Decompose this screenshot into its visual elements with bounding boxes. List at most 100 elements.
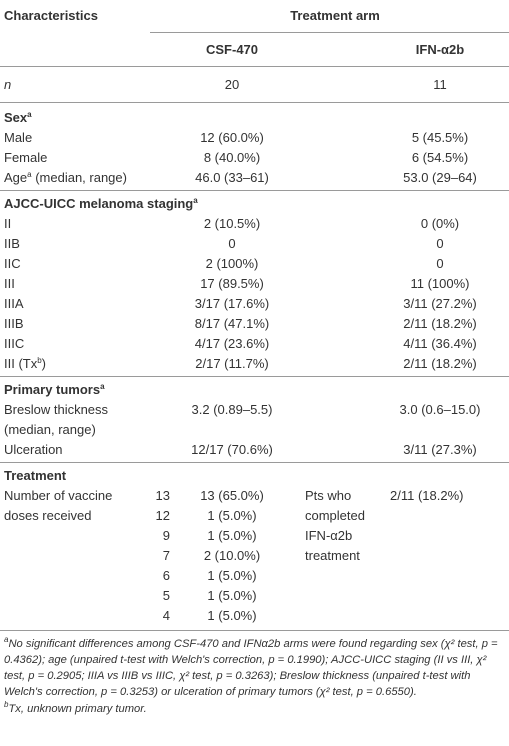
rule-line (0, 66, 509, 67)
cell-value: 2/11 (18.2%) (403, 316, 477, 331)
footnote-marker: a (4, 635, 9, 644)
cell-value: 1 (5.0%) (207, 568, 257, 583)
row-label: Breslow thickness (4, 400, 108, 420)
row-label: IIC (4, 254, 21, 274)
label-text: (median, range) (31, 170, 127, 185)
superscript: a (100, 382, 105, 391)
cell-value: 2/11 (18.2%) (390, 488, 464, 503)
cell-value: 12/17 (70.6%) (191, 442, 273, 457)
label-text: IIIB (4, 316, 24, 331)
cell-value: 4/17 (23.6%) (194, 336, 270, 351)
row-label: doses received (4, 508, 92, 523)
arm-header: IFN-α2b (415, 42, 465, 57)
superscript: b (37, 356, 42, 365)
label-text: Ulceration (4, 442, 63, 457)
dose-count: 9 (162, 528, 170, 543)
cell-value: 3/11 (27.3%) (403, 442, 477, 457)
cell-value: 0 (436, 236, 444, 251)
rule-line (150, 32, 509, 33)
row-label: completed (305, 508, 365, 523)
row-label: Number of vaccine (4, 488, 113, 503)
rule-line (0, 630, 509, 631)
label-text: II (4, 216, 12, 231)
rule-line (0, 102, 509, 103)
cell-value: 1 (5.0%) (207, 608, 257, 623)
cell-value: 2 (10.5%) (203, 216, 261, 231)
row-label: Female (4, 148, 47, 168)
row-label: IIIA (4, 294, 24, 314)
label-text: IIIA (4, 296, 24, 311)
row-label: IIB (4, 234, 20, 254)
column-header: Treatment arm (290, 8, 380, 23)
cell-value: 2 (10.0%) (203, 548, 261, 563)
label-text: Male (4, 130, 33, 145)
footnote-text: Tx, unknown primary tumor. (8, 703, 147, 715)
label-text: III (4, 276, 15, 291)
row-label: IIIB (4, 314, 24, 334)
footnote-marker: b (4, 700, 9, 709)
rule-line (0, 462, 509, 463)
cell-value: 1 (5.0%) (207, 588, 257, 603)
rule-line (0, 190, 509, 191)
row-label: IFN-α2b (305, 528, 353, 543)
cell-value: 20 (224, 77, 240, 92)
section-title: AJCC-UICC melanoma staginga (4, 194, 198, 214)
row-label: Ulceration (4, 440, 63, 460)
rule-line (0, 376, 509, 377)
dose-count: 4 (162, 608, 170, 623)
footnote-text: No significant differences among CSF-470… (4, 638, 498, 698)
cell-value: 0 (228, 236, 236, 251)
row-label: II (4, 214, 11, 234)
dose-count: 6 (162, 568, 170, 583)
cell-value: 3.0 (0.6–15.0) (399, 402, 481, 417)
cell-value: 5 (45.5%) (411, 130, 469, 145)
cell-value: 3.2 (0.89–5.5) (191, 402, 273, 417)
cell-value: 0 (0%) (420, 216, 460, 231)
cell-value: 1 (5.0%) (207, 528, 257, 543)
row-label: treatment (305, 548, 360, 563)
row-label: III (Txb) (4, 354, 46, 374)
footnote: bTx, unknown primary tumor. (4, 701, 504, 717)
cell-value: 2/11 (18.2%) (403, 356, 477, 371)
row-label: n (4, 77, 12, 92)
label-text: IIIC (4, 336, 25, 351)
dose-count: 13 (155, 488, 170, 503)
dose-count: 5 (162, 588, 170, 603)
label-text: IIC (4, 256, 21, 271)
label-text: IIB (4, 236, 20, 251)
row-label: III (4, 274, 15, 294)
dose-count: 7 (162, 548, 170, 563)
cell-value: 2/17 (11.7%) (195, 356, 269, 371)
cell-value: 0 (436, 256, 444, 271)
section-title: Sexa (4, 108, 32, 128)
cell-value: 3/17 (17.6%) (194, 296, 270, 311)
label-text: ) (41, 356, 47, 371)
row-label: (median, range) (4, 422, 96, 437)
cell-value: 3/11 (27.2%) (403, 296, 477, 311)
cell-value: 4/11 (36.4%) (403, 336, 477, 351)
cell-value: 1 (5.0%) (207, 508, 257, 523)
cell-value: 8 (40.0%) (203, 150, 261, 165)
arm-header: CSF-470 (205, 42, 259, 57)
label-text: Breslow thickness (4, 402, 109, 417)
cell-value: 6 (54.5%) (411, 150, 469, 165)
cell-value: 46.0 (33–61) (195, 170, 269, 185)
row-label: IIIC (4, 334, 24, 354)
superscript: a (27, 170, 32, 179)
section-title: Primary tumorsa (4, 380, 105, 400)
superscript: a (27, 110, 32, 119)
row-label: Pts who (305, 488, 352, 503)
label-text: Age (4, 170, 28, 185)
dose-count: 12 (155, 508, 170, 523)
row-label: Agea (median, range) (4, 168, 127, 188)
column-header: Characteristics (4, 8, 98, 23)
label-text: Female (4, 150, 48, 165)
cell-value: 12 (60.0%) (200, 130, 264, 145)
label-text: Primary tumors (4, 382, 101, 397)
cell-value: 17 (89.5%) (200, 276, 264, 291)
cell-value: 11 (433, 77, 447, 92)
cell-value: 11 (100%) (410, 276, 470, 291)
label-text: Sex (4, 110, 28, 125)
cell-value: 2 (100%) (205, 256, 259, 271)
